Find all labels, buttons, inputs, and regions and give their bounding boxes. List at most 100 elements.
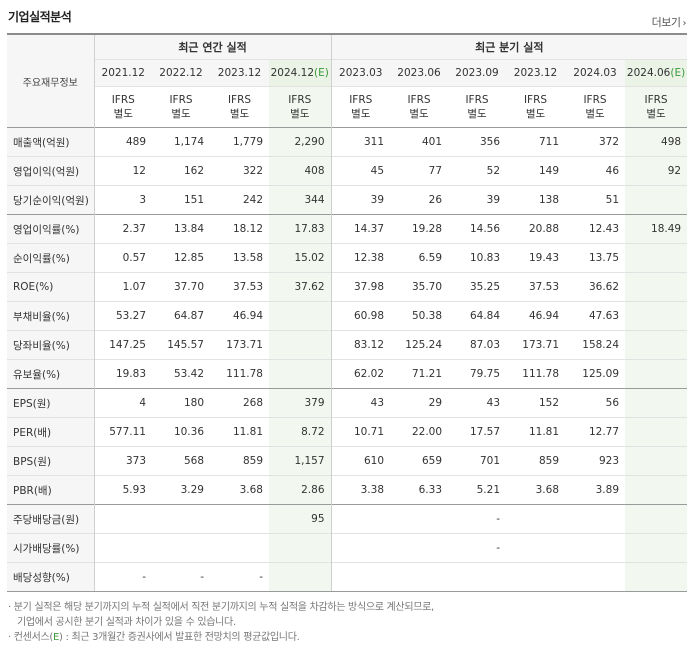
quarter-cell: 35.25 [448, 272, 507, 302]
quarter-cell [625, 446, 688, 476]
annual-cell: 180 [152, 388, 210, 418]
more-label[interactable]: 더보기 [651, 16, 681, 29]
table-row: 당좌비율(%) 147.25 145.57 173.71 83.12 125.24 87.0… [7, 330, 688, 360]
quarter-cell: 125.09 [565, 359, 626, 389]
quarter-cell: 79.75 [448, 359, 507, 389]
quarter-cell [625, 359, 688, 389]
quarter-cell [625, 475, 688, 505]
annual-cell: 2,290 [269, 127, 332, 157]
quarter-cell: - [448, 504, 507, 534]
footnotes: · 분기 실적은 해당 분기까지의 누적 실적에서 직전 분기까지의 누적 실적… [8, 600, 434, 645]
more-link[interactable]: 더보기 › [651, 14, 687, 30]
quarter-cell: 311 [331, 127, 391, 157]
note-line-3-e: E [52, 632, 60, 643]
period-header: 2023.09 [448, 59, 507, 87]
row-label: 배당성향(%) [7, 562, 95, 592]
row-label: 영업이익(억원) [7, 156, 95, 186]
quarter-cell: 47.63 [565, 301, 626, 331]
period-header: 2024.06(E) [625, 59, 688, 87]
table-row: 유보율(%) 19.83 53.42 111.78 62.02 71.21 79.75 111… [7, 359, 688, 389]
row-label: 순이익률(%) [7, 243, 95, 273]
quarter-cell: 10.71 [331, 417, 391, 447]
period-header: 2022.12 [152, 59, 210, 87]
quarter-cell: 173.71 [506, 330, 566, 360]
quarter-cell: 401 [390, 127, 449, 157]
row-label: EPS(원) [7, 388, 95, 418]
annual-cell: 489 [94, 127, 152, 157]
annual-cell: 322 [210, 156, 269, 186]
annual-cell [269, 330, 332, 360]
quarter-cell: 11.81 [506, 417, 566, 447]
annual-cell: 1.07 [94, 272, 152, 302]
annual-cell: 8.72 [269, 417, 332, 447]
table-row: ROE(%) 1.07 37.70 37.53 37.62 37.98 35.70 35.25… [7, 272, 688, 302]
quarter-cell: 356 [448, 127, 507, 157]
annual-cell: 15.02 [269, 243, 332, 273]
annual-cell [152, 533, 210, 563]
quarter-cell: 125.24 [390, 330, 449, 360]
annual-cell: 3 [94, 185, 152, 215]
annual-cell [269, 301, 332, 331]
quarter-cell [625, 417, 688, 447]
annual-cell: 2.86 [269, 475, 332, 505]
annual-cell: 12 [94, 156, 152, 186]
row-header-label: 주요재무정보 [7, 33, 95, 128]
annual-cell: 151 [152, 185, 210, 215]
annual-cell [269, 359, 332, 389]
quarter-cell [565, 533, 626, 563]
quarter-cell: 111.78 [506, 359, 566, 389]
table-row: 주당배당금(원) 95 - [7, 504, 688, 534]
period-header: 2023.12 [210, 59, 269, 87]
quarter-cell: 43 [448, 388, 507, 418]
ifrs-basis-label: IFRS 별도 [331, 86, 391, 128]
estimate-flag: (E) [314, 67, 329, 79]
annual-cell [94, 504, 152, 534]
annual-cell: 10.36 [152, 417, 210, 447]
annual-cell: - [210, 562, 269, 592]
ifrs-basis-label: IFRS 별도 [210, 86, 269, 128]
table-row: 순이익률(%) 0.57 12.85 13.58 15.02 12.38 6.59 10.83… [7, 243, 688, 273]
annual-cell: 577.11 [94, 417, 152, 447]
annual-cell: 12.85 [152, 243, 210, 273]
quarter-cell: 6.33 [390, 475, 449, 505]
annual-cell: 147.25 [94, 330, 152, 360]
annual-cell [269, 533, 332, 563]
row-label: 시가배당률(%) [7, 533, 95, 563]
annual-cell: 242 [210, 185, 269, 215]
row-label: 영업이익률(%) [7, 214, 95, 244]
table-row: 부채비율(%) 53.27 64.87 46.94 60.98 50.38 64.84 46.… [7, 301, 688, 331]
annual-cell: 268 [210, 388, 269, 418]
financial-summary-table: 주요재무정보 최근 연간 실적 최근 분기 실적 2021.12 2022.12 2… [7, 33, 688, 592]
quarter-cell: 17.57 [448, 417, 507, 447]
quarter-cell: 711 [506, 127, 566, 157]
ifrs-basis-label: IFRS 별도 [269, 86, 332, 128]
quarter-cell: 659 [390, 446, 449, 476]
annual-cell: 53.42 [152, 359, 210, 389]
quarter-cell: 77 [390, 156, 449, 186]
annual-cell: 859 [210, 446, 269, 476]
annual-cell: 344 [269, 185, 332, 215]
note-line-2: 기업에서 공시한 분기 실적과 차이가 있을 수 있습니다. [17, 617, 236, 628]
section-title: 기업실적분석 [8, 10, 72, 24]
quarter-cell: - [448, 533, 507, 563]
quarter-cell [390, 504, 449, 534]
period-header: 2024.03 [565, 59, 626, 87]
annual-cell [94, 533, 152, 563]
note-line-1: 분기 실적은 해당 분기까지의 누적 실적에서 직전 분기까지의 누적 실적을 … [13, 602, 434, 613]
quarter-cell [390, 562, 449, 592]
quarter-cell: 26 [390, 185, 449, 215]
annual-cell: 37.62 [269, 272, 332, 302]
quarter-cell: 14.37 [331, 214, 391, 244]
quarter-cell: 37.98 [331, 272, 391, 302]
quarter-cell: 19.43 [506, 243, 566, 273]
quarter-cell: 859 [506, 446, 566, 476]
quarter-cell [331, 533, 391, 563]
table-row: PER(배) 577.11 10.36 11.81 8.72 10.71 22.00 17.5… [7, 417, 688, 447]
row-label: PBR(배) [7, 475, 95, 505]
row-label: PER(배) [7, 417, 95, 447]
quarter-cell: 83.12 [331, 330, 391, 360]
annual-cell: 379 [269, 388, 332, 418]
quarter-cell [448, 562, 507, 592]
ifrs-basis-label: IFRS 별도 [506, 86, 566, 128]
quarter-cell: 56 [565, 388, 626, 418]
